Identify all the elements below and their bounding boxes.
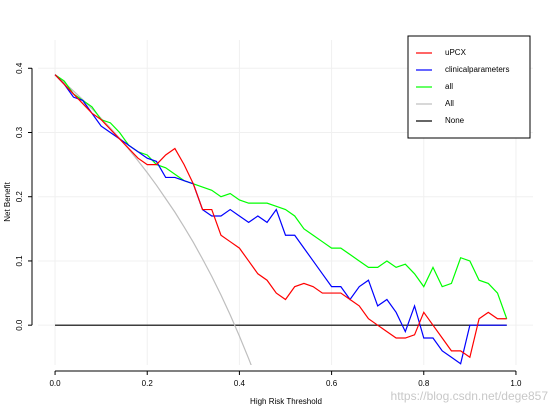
y-tick-label: 0.1 (15, 255, 24, 267)
y-axis-label: Net Benefit (3, 181, 12, 221)
legend-label: clinicalparameters (445, 65, 509, 74)
series-line (54, 74, 252, 365)
x-tick-label: 0.8 (418, 379, 430, 388)
series-line (54, 74, 507, 365)
legend-label: all (445, 82, 453, 91)
x-tick-label: 0.4 (234, 379, 246, 388)
y-tick-label: 0.3 (15, 126, 24, 138)
x-tick-label: 0.6 (326, 379, 338, 388)
x-tick-label: 0.0 (49, 379, 61, 388)
y-tick-label: 0.2 (15, 191, 24, 203)
x-tick-label: 0.2 (142, 379, 154, 388)
legend-label: uPCX (445, 48, 467, 57)
series-line (54, 74, 507, 359)
x-tick-label: 1.0 (510, 379, 522, 388)
legend-label: All (445, 99, 454, 108)
y-tick-label: 0.0 (15, 319, 24, 331)
x-axis-label: High Risk Threshold (250, 397, 322, 406)
legend-label: None (445, 116, 465, 125)
watermark: https://blog.csdn.net/dege857 (391, 389, 549, 403)
y-tick-label: 0.4 (15, 62, 24, 74)
plot-area (54, 74, 508, 365)
